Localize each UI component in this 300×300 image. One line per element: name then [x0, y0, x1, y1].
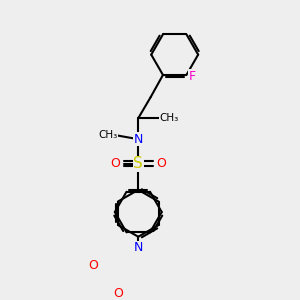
Text: O: O — [156, 158, 166, 170]
Text: F: F — [189, 70, 196, 83]
Polygon shape — [109, 182, 168, 242]
Text: CH₃: CH₃ — [98, 130, 118, 140]
Text: O: O — [88, 260, 98, 272]
Text: N: N — [134, 242, 143, 254]
Text: CH₃: CH₃ — [160, 113, 179, 123]
Text: S: S — [134, 156, 143, 171]
Text: N: N — [134, 133, 143, 146]
Text: O: O — [111, 158, 121, 170]
Text: O: O — [114, 287, 123, 300]
